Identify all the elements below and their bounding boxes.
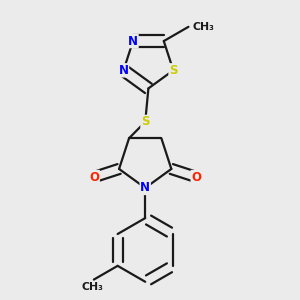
Text: N: N bbox=[118, 64, 128, 77]
Text: S: S bbox=[169, 64, 178, 77]
Text: O: O bbox=[191, 170, 201, 184]
Text: N: N bbox=[140, 182, 150, 194]
Text: CH₃: CH₃ bbox=[192, 22, 214, 32]
Text: S: S bbox=[141, 116, 149, 128]
Text: O: O bbox=[89, 170, 99, 184]
Text: CH₃: CH₃ bbox=[81, 282, 103, 292]
Text: N: N bbox=[128, 34, 138, 48]
